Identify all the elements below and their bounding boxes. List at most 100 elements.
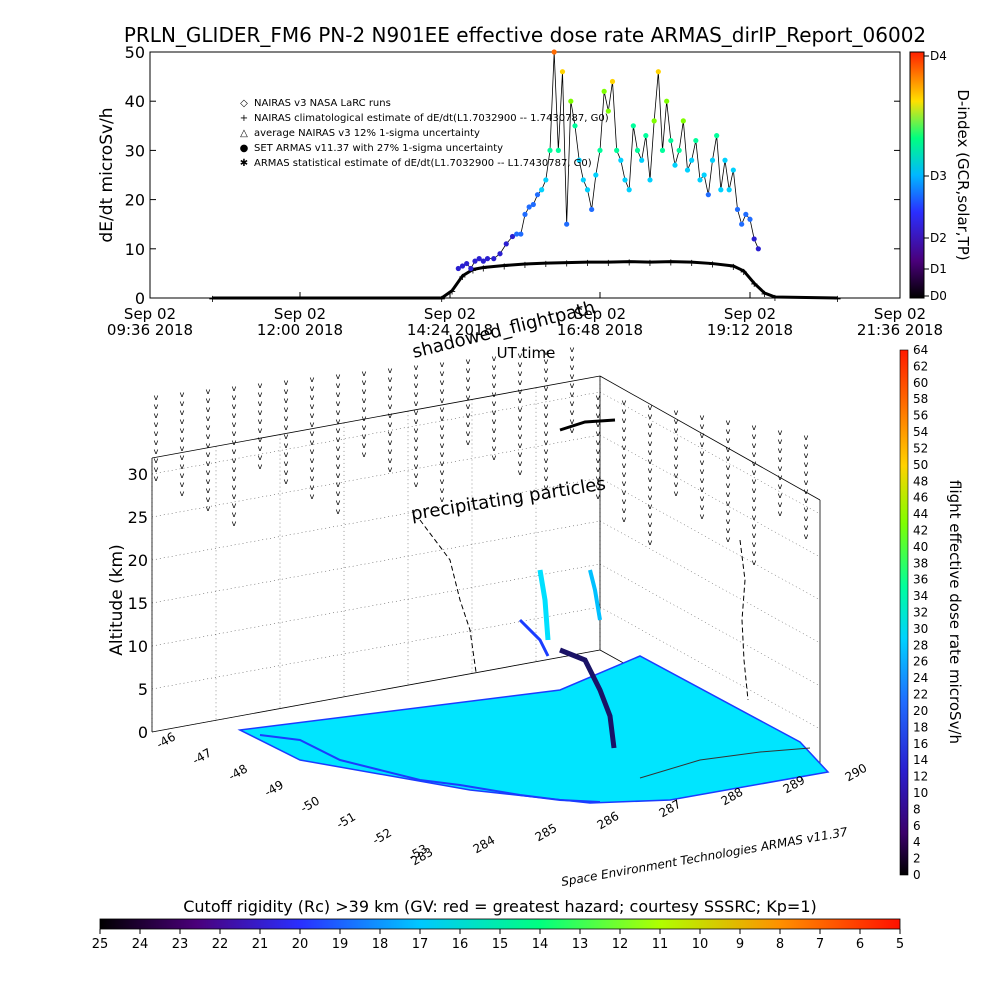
precip-mark: v (700, 494, 705, 503)
precip-mark: v (648, 466, 653, 475)
precip-mark: v (180, 453, 185, 462)
precip-mark: v (648, 403, 653, 412)
precip-mark: v (622, 515, 627, 524)
armas-point (468, 265, 474, 272)
precip-mark: v (154, 474, 159, 483)
precip-mark: v (154, 456, 159, 465)
rigidity-tick-label: 22 (212, 937, 229, 952)
dose-color-bar-tick-label: 20 (913, 704, 928, 718)
precip-mark: v (726, 472, 731, 481)
precip-mark: v (596, 483, 601, 492)
precip-mark: v (648, 421, 653, 430)
armas-point (618, 157, 624, 163)
precip-mark: v (726, 436, 731, 445)
precip-mark: v (310, 393, 315, 402)
precip-mark: v (440, 369, 445, 378)
precip-mark: v (726, 445, 731, 454)
precip-mark: v (336, 381, 341, 390)
precip-mark: v (284, 378, 289, 387)
flight-ground-track (559, 647, 617, 749)
precip-mark: v (544, 375, 549, 384)
armas-point (514, 231, 520, 237)
ts-x-tick-label-day: Sep 02 (124, 305, 176, 323)
precip-mark: v (466, 411, 471, 420)
ts-y-axis-label: dE/dt microSv/h (97, 107, 117, 242)
precip-mark: v (466, 384, 471, 393)
precip-mark: v (778, 455, 783, 464)
armas-point (555, 147, 561, 153)
nairas-point: + (740, 267, 748, 278)
precip-mark: v (154, 447, 159, 456)
nairas-point: + (760, 289, 768, 300)
precip-mark: v (726, 499, 731, 508)
ts-x-tick-label-time: 14:24 2018 (407, 321, 493, 339)
precip-mark: v (310, 465, 315, 474)
armas-point (614, 147, 620, 153)
precip-mark: v (284, 432, 289, 441)
ts-plot-frame (149, 51, 901, 299)
precip-mark: v (648, 475, 653, 484)
precip-mark: v (570, 390, 575, 399)
d-index-axis: D4 D3 D2 D1 D0 (924, 49, 947, 303)
precip-mark: v (648, 448, 653, 457)
precip-mark: v (206, 495, 211, 504)
latitude-tick-label: -49 (262, 778, 286, 800)
armas-point (693, 137, 699, 144)
coastline (259, 734, 601, 803)
credit-text: Space Environment Technologies ARMAS v11… (560, 825, 849, 889)
precip-mark: v (388, 420, 393, 429)
precip-mark: v (648, 430, 653, 439)
armas-point (705, 192, 711, 198)
dose-color-bar-tick-label: 24 (913, 671, 928, 685)
armas-point (509, 233, 516, 240)
precip-mark: v (778, 446, 783, 455)
precip-mark: v (206, 477, 211, 486)
dose-color-bar-tick-label: 8 (913, 802, 921, 816)
armas-point (580, 177, 586, 183)
precip-mark: v (336, 498, 341, 507)
precip-mark: v (362, 378, 367, 387)
altitude-tick-label: 30 (128, 465, 148, 484)
dose-color-bar-tick-label: 44 (913, 507, 928, 521)
legend-label: NAIRAS v3 NASA LaRC runs (254, 98, 391, 109)
rigidity-color-bar (99, 918, 901, 930)
precip-mark: v (180, 489, 185, 498)
precip-mark: v (362, 405, 367, 414)
armas-point (593, 172, 599, 178)
dose-color-bar-tick-label: 64 (913, 343, 928, 357)
armas-point (491, 256, 497, 262)
precip-mark: v (258, 462, 263, 471)
precip-mark: v (804, 532, 809, 541)
precip-mark: v (232, 483, 237, 492)
precip-mark: v (284, 414, 289, 423)
precip-mark: v (492, 417, 497, 426)
precip-mark: v (700, 467, 705, 476)
armas-point (476, 256, 482, 262)
nairas-point: + (604, 258, 612, 269)
dose-color-bar-tick-label: 2 (913, 852, 921, 866)
ts-y-tick-label: 50 (125, 43, 145, 62)
precip-mark: v (310, 492, 315, 501)
precip-mark: v (440, 414, 445, 423)
precip-mark: v (414, 471, 419, 480)
d-index-bar (909, 51, 925, 299)
armas-point (568, 98, 574, 104)
armas-point (726, 187, 732, 193)
armas-point (739, 221, 745, 227)
altitude-tick-label: 10 (128, 637, 148, 656)
ground-map (237, 655, 830, 804)
rigidity-tick-label: 10 (692, 937, 709, 952)
precip-mark: v (258, 435, 263, 444)
altitude-tick-label: 15 (128, 594, 148, 613)
armas-point (672, 162, 678, 168)
precip-mark: v (570, 345, 575, 354)
precip-mark: v (544, 393, 549, 402)
precip-mark: v (570, 363, 575, 372)
precip-mark: v (596, 402, 601, 411)
precip-mark: v (544, 402, 549, 411)
rigidity-tick-label: 21 (252, 937, 269, 952)
precip-mark: v (232, 492, 237, 501)
dose-color-bar-tick-label: 54 (913, 425, 928, 439)
altitude-3d-panel: vvvvvvvvvvvvvvvvvvvvvvvvvvvvvvvvvvvvvvvv… (107, 297, 964, 889)
